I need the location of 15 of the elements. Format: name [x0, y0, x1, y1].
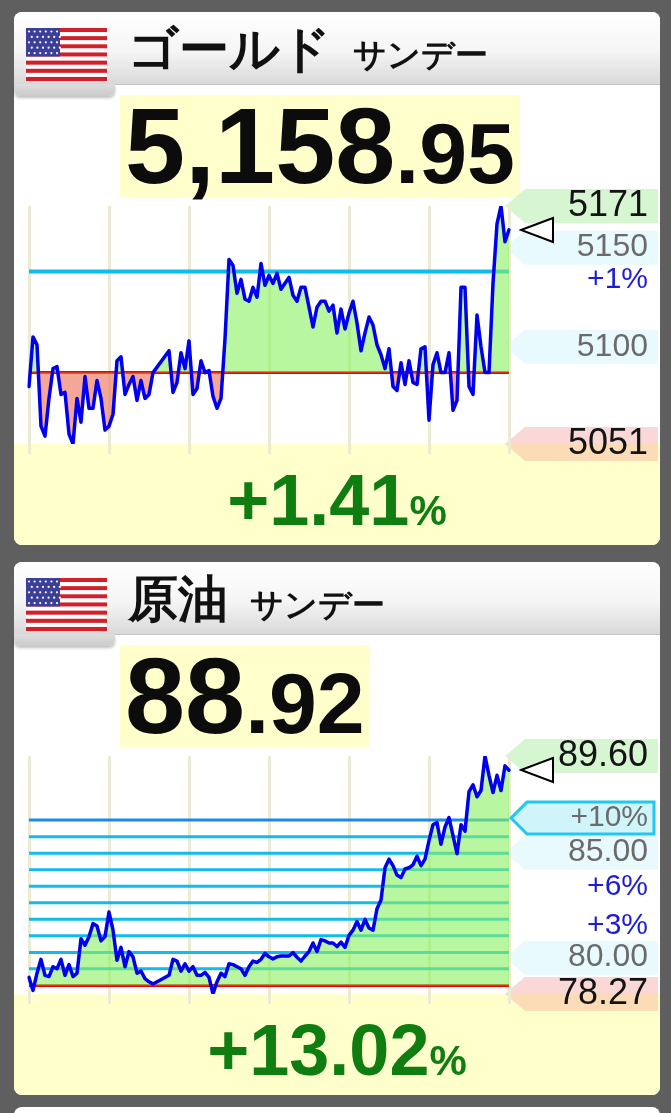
- chart-subtitle: サンデー: [353, 34, 488, 76]
- text: +1.41%: [227, 460, 447, 540]
- y-tick-label: 5051: [567, 420, 648, 462]
- y-tick-label: 89.60: [557, 732, 648, 774]
- annotation: 5,158.95: [125, 85, 515, 206]
- chart-title: ゴールド: [128, 20, 331, 78]
- y-tick-label: 5171: [567, 182, 648, 224]
- chart-subtitle: サンデー: [250, 584, 385, 626]
- chart-title: 原油: [128, 570, 228, 628]
- y-tick-label: 85.00: [567, 832, 648, 869]
- annotation: 88.92: [125, 635, 365, 756]
- y-tick-label: 5100: [576, 326, 648, 363]
- text: +13.02%: [207, 1010, 467, 1090]
- band-label: +10%: [570, 799, 648, 833]
- band-label: +6%: [587, 867, 648, 901]
